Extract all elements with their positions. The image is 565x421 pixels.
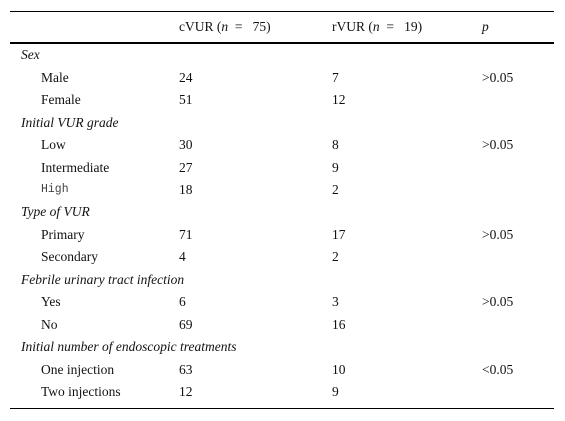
- header-cell: rVUR (n = 19): [332, 19, 422, 35]
- row-label: Yes: [41, 294, 61, 310]
- section-title: Initial number of endoscopic treatments: [21, 339, 237, 355]
- top-rule: [10, 11, 554, 12]
- p-value: >0.05: [482, 137, 514, 152]
- header-var: n: [372, 19, 380, 34]
- rvur-count: 8: [332, 137, 339, 152]
- rvur-count: 12: [332, 92, 346, 107]
- cvur-count: 4: [179, 249, 186, 265]
- header-cell: p: [482, 19, 489, 35]
- header-suffix: = 19): [379, 19, 423, 34]
- p-value: >0.05: [482, 69, 514, 85]
- header-cell: cVUR (n = 75): [179, 19, 271, 35]
- cvur-count: 63: [179, 361, 193, 377]
- p-value: <0.05: [482, 361, 514, 377]
- rvur-count: 7: [332, 69, 339, 85]
- rvur-count: 17: [332, 226, 346, 242]
- rvur-count: 3: [332, 294, 339, 310]
- rvur-count: 2: [332, 182, 339, 197]
- row-label: Two injections: [41, 384, 121, 400]
- rvur-count: 9: [332, 384, 339, 400]
- cvur-count: 24: [179, 69, 193, 85]
- header-var: n: [221, 19, 229, 34]
- p-value: >0.05: [482, 294, 514, 310]
- p-value: >0.05: [482, 226, 514, 242]
- header-prefix: rVUR (: [332, 19, 373, 34]
- cvur-count: 51: [179, 92, 193, 107]
- rvur-count: 16: [332, 316, 346, 332]
- row-label: Intermediate: [41, 159, 110, 175]
- cvur-count: 69: [179, 316, 193, 332]
- row-label: High: [41, 183, 69, 196]
- row-label: Secondary: [41, 249, 98, 265]
- header-var: p: [482, 19, 489, 34]
- section-title: Sex: [21, 47, 40, 62]
- bottom-rule: [10, 408, 554, 409]
- row-label: No: [41, 316, 58, 332]
- cvur-count: 27: [179, 159, 193, 175]
- row-label: Male: [41, 69, 69, 85]
- rvur-count: 2: [332, 249, 339, 265]
- section-title: Febrile urinary tract infection: [21, 271, 185, 287]
- cvur-count: 12: [179, 384, 193, 400]
- header-prefix: cVUR (: [179, 19, 222, 34]
- cvur-count: 30: [179, 137, 193, 152]
- rvur-count: 10: [332, 361, 346, 377]
- cvur-count: 6: [179, 294, 186, 310]
- section-title: Type of VUR: [21, 204, 90, 220]
- row-label: One injection: [41, 361, 115, 377]
- rvur-count: 9: [332, 159, 339, 175]
- row-label: Primary: [41, 226, 85, 242]
- cvur-count: 71: [179, 226, 193, 242]
- header-rule: [10, 42, 554, 44]
- header-suffix: = 75): [228, 19, 271, 34]
- cvur-count: 18: [179, 182, 193, 197]
- row-label: Female: [41, 92, 81, 107]
- row-label: Low: [41, 137, 66, 152]
- section-title: Initial VUR grade: [21, 114, 119, 130]
